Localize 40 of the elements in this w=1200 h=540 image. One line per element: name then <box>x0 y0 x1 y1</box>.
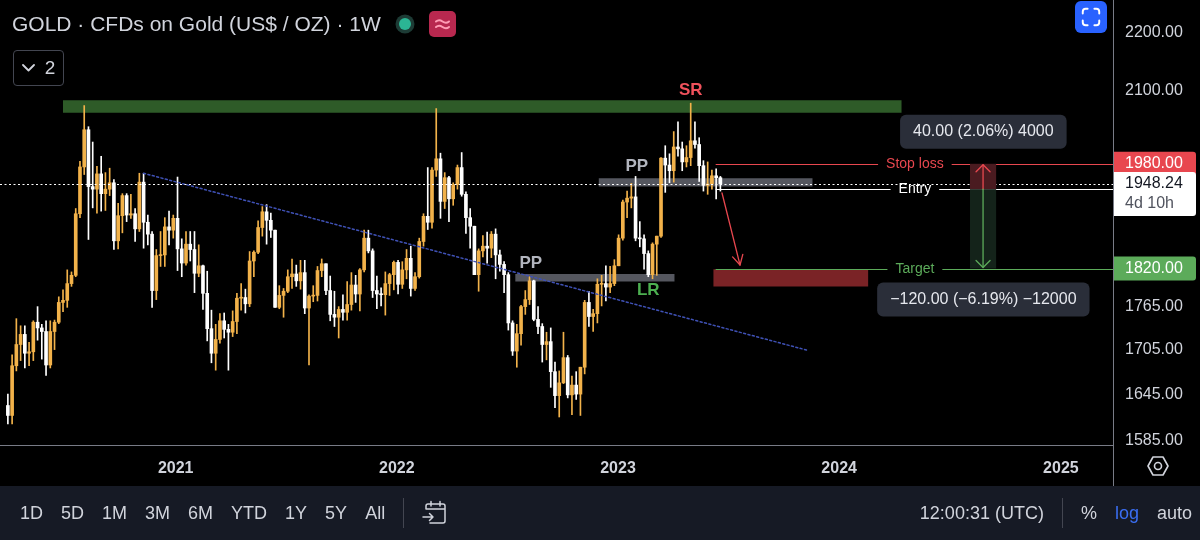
text: GOLD · CFDs on Gold (US$ / OZ) · 1W <box>12 12 381 36</box>
text: % <box>1080 502 1097 524</box>
candlestick <box>481 235 485 258</box>
y-tick-label: 1585.00 <box>1125 430 1183 448</box>
y-tick-label: 2200.00 <box>1125 23 1183 41</box>
annotation: 2 <box>13 50 64 86</box>
candlestick <box>129 193 133 219</box>
annotation: 1980.00 <box>1125 154 1183 172</box>
text: 1D 5D 1M 3M 6M YTD 1Y 5Y All <box>20 502 386 523</box>
x-tick-label: 2025 <box>1043 459 1079 477</box>
candlestick <box>345 281 349 321</box>
ref-line-label: Entry <box>898 180 932 197</box>
annotation: PP <box>625 156 649 176</box>
candlestick <box>290 258 294 289</box>
candlestick <box>608 266 612 293</box>
annotation: 1820.00 <box>1125 258 1183 276</box>
y-tick-label: 1765.00 <box>1125 297 1183 315</box>
x-tick-label: 2021 <box>157 459 194 477</box>
annotation: 40.00 (2.06%) 4000 <box>913 122 1054 140</box>
annotation: 1948.24 <box>1125 174 1183 192</box>
annotation: 4d 10h <box>1125 194 1174 212</box>
annotation: −120.00 (−6.19%) −12000 <box>890 289 1077 307</box>
candlestick <box>485 231 489 264</box>
candlestick <box>167 210 171 246</box>
text: 12:00:31 (UTC) <box>919 502 1044 524</box>
annotation: LR <box>636 280 660 300</box>
candlestick <box>341 294 345 321</box>
x-tick-label: 2024 <box>821 459 858 477</box>
y-tick-label: 1705.00 <box>1125 340 1183 358</box>
ref-line-label: Target <box>895 260 935 277</box>
ref-line-label: Stop loss <box>886 155 944 172</box>
annotation: PP <box>519 252 543 272</box>
annotation: SR <box>678 79 703 99</box>
y-tick-label: 1645.00 <box>1125 384 1183 402</box>
text: log <box>1114 502 1139 524</box>
x-tick-label: 2022 <box>379 459 415 477</box>
x-tick-label: 2023 <box>600 459 636 477</box>
y-tick-label: 2100.00 <box>1125 81 1183 99</box>
text: auto <box>1156 502 1192 524</box>
candlestick <box>604 265 608 302</box>
